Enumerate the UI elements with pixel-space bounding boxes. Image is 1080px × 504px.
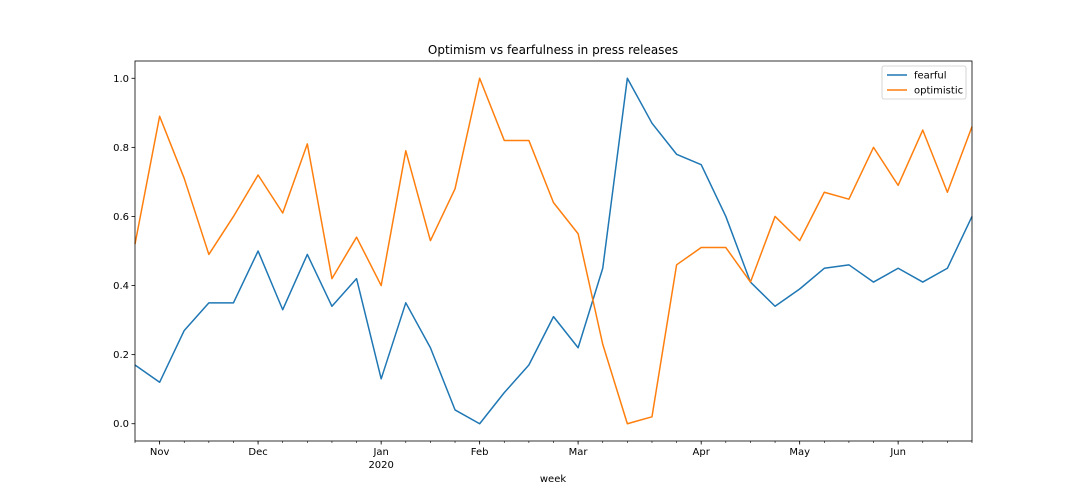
x-tick-label: Nov <box>150 447 170 458</box>
y-axis: 0.0 0.2 0.4 0.6 0.8 1.0 <box>113 74 135 430</box>
x-tick-label: Jan <box>372 447 388 458</box>
y-tick-label: 0.8 <box>113 143 129 154</box>
x-axis-label: week <box>540 474 566 485</box>
x-tick-label: Dec <box>248 447 267 458</box>
y-tick-label: 0.4 <box>113 281 129 292</box>
x-tick-label: Mar <box>569 447 589 458</box>
series-line-optimistic <box>134 77 973 425</box>
x-tick-sublabel: 2020 <box>368 460 393 471</box>
x-tick-label: May <box>789 447 810 458</box>
x-tick-label: Feb <box>471 447 489 458</box>
chart-title: Optimism vs fearfulness in press release… <box>428 43 678 57</box>
legend: fearful optimistic <box>881 65 967 100</box>
y-tick-label: 0.6 <box>113 212 129 223</box>
plot-area <box>134 60 973 442</box>
x-tick-label: Jun <box>889 447 906 458</box>
x-tick-label: Apr <box>693 447 711 458</box>
legend-label-fearful: fearful <box>914 71 947 82</box>
y-tick-label: 0.2 <box>113 350 129 361</box>
x-axis: Nov Dec Jan 2020 Feb Mar Apr May Jun <box>134 441 973 471</box>
legend-label-optimistic: optimistic <box>914 86 963 97</box>
y-tick-label: 0.0 <box>113 419 129 430</box>
y-tick-label: 1.0 <box>113 74 129 85</box>
series-line-fearful <box>134 77 973 425</box>
plot-frame <box>134 60 973 442</box>
